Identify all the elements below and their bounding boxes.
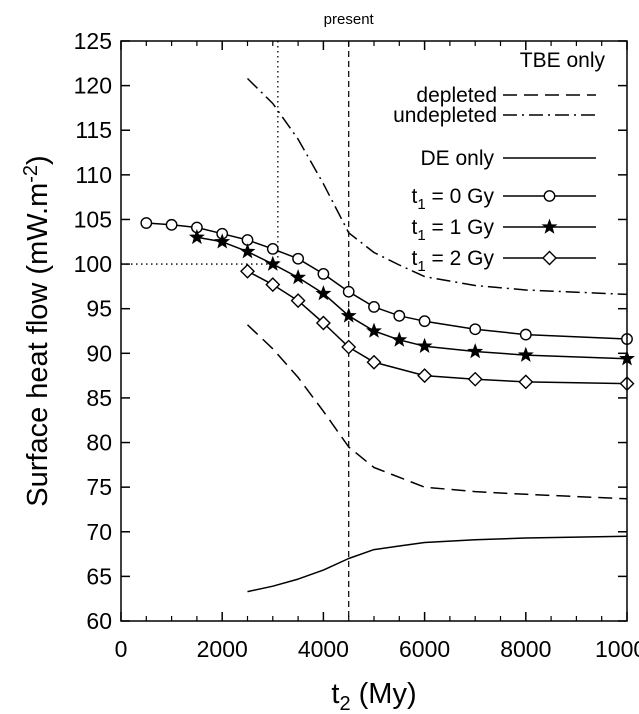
legend: TBE only depleted undepleted DE only t1 … [393, 49, 605, 275]
x-tick-label: 2000 [197, 636, 248, 662]
x-axis-title-unit: (My) [351, 678, 417, 710]
x-axis-title: t2 (My) [331, 678, 416, 714]
legend-t1-2gy-main: t [412, 247, 418, 270]
legend-t1-2gy-rest: = 2 Gy [426, 247, 495, 270]
y-axis-title: Surface heat flow (mW.m-2) [20, 155, 54, 506]
x-tick-label: 0 [115, 636, 128, 662]
legend-label-t1-0gy: t1 = 0 Gy [412, 185, 495, 213]
x-axis-title-main: t [331, 678, 339, 710]
legend-t1-0gy-rest: = 0 Gy [426, 185, 495, 208]
series-line-0 [246, 324, 628, 500]
reference-lines [121, 41, 350, 621]
y-tick-label: 80 [86, 430, 112, 456]
data-point-diamond [265, 277, 281, 293]
y-axis-title-main: Surface heat flow (mW.m [22, 183, 54, 507]
x-tick-label: 4000 [298, 636, 349, 662]
legend-marker-circle [543, 190, 556, 202]
data-point-star [517, 346, 534, 362]
x-tick-label: 10000 [595, 636, 639, 662]
y-tick-label: 125 [74, 28, 112, 54]
legend-samples [503, 94, 596, 266]
y-tick-label: 90 [86, 340, 112, 366]
legend-t1-2gy-sub: 1 [417, 258, 425, 275]
data-point-diamond [290, 293, 306, 309]
series-markers [140, 217, 635, 392]
legend-t1-0gy-sub: 1 [417, 196, 425, 213]
data-point-star [416, 337, 433, 353]
data-point-diamond [366, 354, 382, 370]
x-tick-label: 8000 [500, 636, 551, 662]
y-tick-label: 115 [75, 117, 112, 143]
data-point-star [214, 233, 231, 249]
tick-labels: 0 2000 4000 6000 8000 10000 60 65 70 75 80 85 90 95 10… [74, 28, 639, 662]
data-point-circle [393, 309, 406, 322]
data-point-circle [418, 315, 431, 328]
legend-label-t1-2gy: t1 = 2 Gy [412, 247, 495, 275]
y-tick-label: 105 [74, 206, 112, 232]
data-point-circle [469, 323, 482, 336]
legend-t1-1gy-rest: = 1 Gy [426, 216, 495, 239]
y-tick-label: 85 [86, 385, 112, 411]
series-line-5 [247, 270, 628, 385]
y-axis-title-sup: -2 [20, 165, 42, 183]
legend-label-t1-1gy: t1 = 1 Gy [412, 216, 495, 244]
legend-title-tbe: TBE only [520, 49, 606, 72]
data-point-diamond [315, 315, 331, 331]
data-point-circle [342, 285, 355, 298]
data-point-star [239, 243, 256, 259]
series-line-1 [246, 77, 628, 296]
legend-marker-diamond [542, 250, 557, 266]
data-point-star [264, 255, 281, 271]
y-axis-title-end: ) [22, 155, 54, 165]
axis-ticks [120, 40, 628, 622]
data-point-star [366, 322, 382, 338]
data-point-star [188, 228, 205, 245]
legend-t1-0gy-main: t [412, 185, 418, 208]
y-tick-label: 100 [74, 251, 112, 277]
data-point-star [290, 269, 307, 285]
y-tick-label: 60 [86, 608, 112, 634]
data-point-circle [266, 243, 279, 255]
data-point-circle [519, 328, 532, 341]
legend-t1-1gy-sub: 1 [417, 227, 425, 244]
data-point-diamond [341, 339, 357, 355]
legend-marker-star [541, 218, 558, 234]
series-lines [146, 77, 628, 593]
data-point-circle [368, 301, 380, 313]
legend-label-de-only: DE only [420, 147, 494, 170]
y-tick-label: 120 [74, 73, 112, 99]
data-point-star [391, 331, 408, 347]
x-tick-label: 6000 [399, 636, 450, 662]
data-point-diamond [467, 371, 483, 387]
y-tick-label: 75 [86, 474, 112, 500]
legend-t1-1gy-main: t [412, 216, 418, 239]
legend-label-depleted: depleted [416, 84, 497, 107]
data-point-star [467, 343, 484, 359]
data-point-circle [292, 252, 304, 265]
data-point-diamond [240, 263, 255, 279]
data-point-circle [165, 218, 178, 231]
y-tick-label: 110 [75, 162, 112, 188]
y-tick-label: 65 [86, 563, 112, 589]
data-point-star [315, 285, 332, 301]
x-axis-title-sub: 2 [339, 693, 350, 714]
data-point-diamond [417, 368, 433, 384]
y-tick-label: 70 [86, 519, 112, 545]
legend-label-undepleted: undepleted [393, 104, 497, 127]
series-line-2 [247, 535, 628, 593]
data-point-star [340, 307, 357, 323]
data-point-circle [140, 217, 153, 229]
data-point-circle [317, 267, 330, 280]
present-annotation: present [324, 11, 375, 28]
y-tick-label: 95 [86, 296, 112, 322]
data-point-diamond [518, 374, 534, 390]
